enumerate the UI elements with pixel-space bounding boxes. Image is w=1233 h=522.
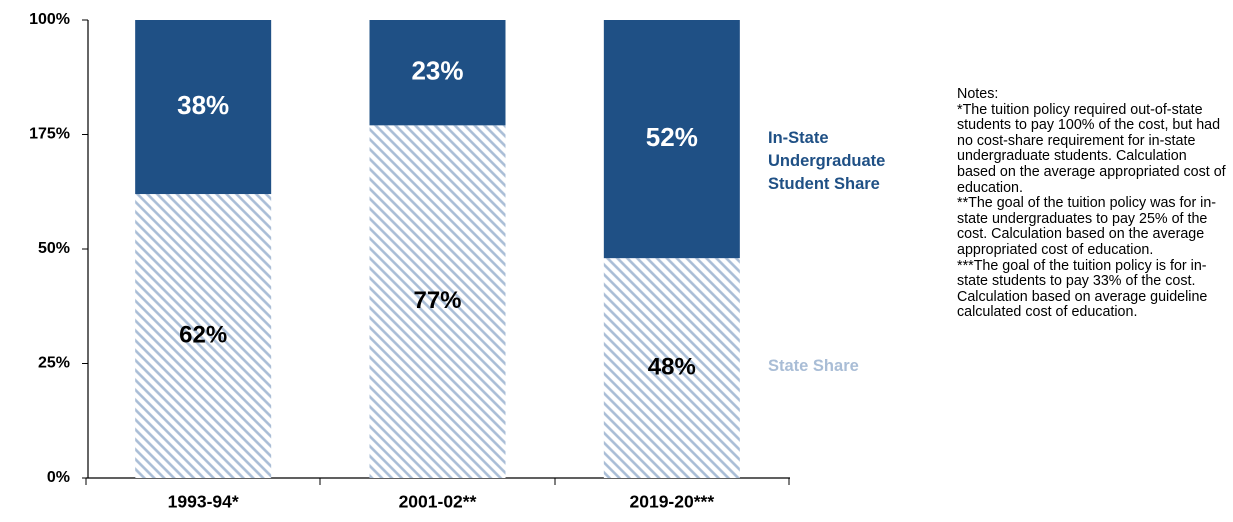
data-label: 62% bbox=[179, 321, 227, 348]
data-label: 52% bbox=[646, 122, 698, 152]
notes-title: Notes: bbox=[957, 86, 999, 102]
y-tick-label: 0% bbox=[47, 469, 70, 486]
data-label: 38% bbox=[177, 90, 229, 120]
note: ***The goal of the tuition policy is for… bbox=[957, 257, 1208, 321]
x-tick-label: 1993-94* bbox=[168, 492, 239, 512]
legend-label: In-State Undergraduate Student Share bbox=[768, 129, 886, 193]
y-tick-label: 100% bbox=[29, 11, 70, 28]
x-tick-label: 2019-20*** bbox=[630, 492, 715, 512]
data-label: 48% bbox=[648, 353, 696, 380]
note: **The goal of the tuition policy was for… bbox=[957, 195, 1217, 258]
bar-segment bbox=[369, 20, 506, 126]
bar-segment bbox=[603, 20, 740, 259]
bar-segment bbox=[369, 125, 506, 478]
bar-segment bbox=[135, 194, 272, 479]
data-label: 77% bbox=[413, 287, 461, 314]
x-tick-label: 2001-02** bbox=[399, 492, 477, 512]
y-tick-label: 50% bbox=[38, 240, 70, 257]
data-label: 23% bbox=[411, 56, 463, 86]
note: *The tuition policy required out-of-stat… bbox=[957, 101, 1226, 196]
chart: 0% 25% 50% 175% 100% 1993-94* 62% 38% 2001-02** 7… bbox=[29, 11, 790, 512]
y-tick-label: 25% bbox=[38, 355, 70, 372]
bar-segment bbox=[603, 258, 740, 478]
notes: Notes: *The tuition policy required out-… bbox=[957, 86, 1229, 321]
legend-label: State Share bbox=[768, 357, 859, 375]
y-tick-label: 175% bbox=[29, 126, 70, 143]
bar-segment bbox=[135, 20, 272, 195]
